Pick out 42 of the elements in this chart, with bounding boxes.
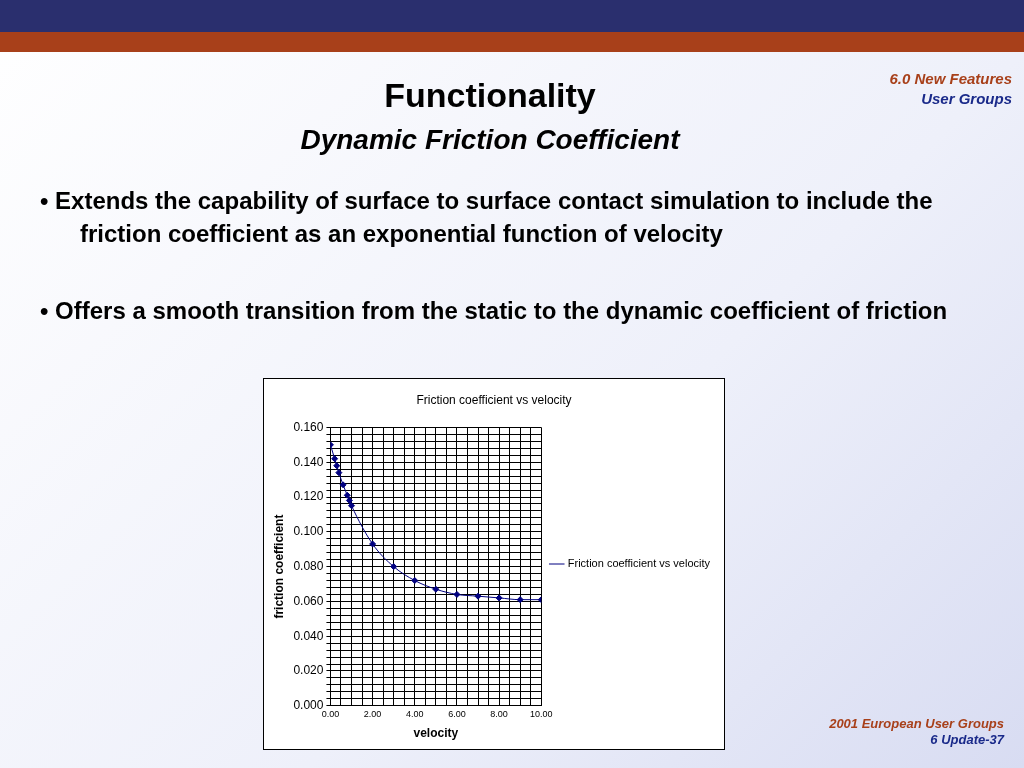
text: • Offers a smooth transition from the static to the dynamic coefficient of friction [40, 296, 949, 326]
point [339, 481, 347, 489]
point [343, 491, 351, 499]
point [369, 540, 377, 548]
y-tick-label: 0.080 [293, 558, 324, 573]
point [335, 469, 343, 477]
point [390, 563, 398, 571]
x-tick-label: 6.00 [448, 708, 466, 719]
point [453, 590, 461, 598]
text: 2001 European User Groups [829, 716, 1004, 731]
text: Dynamic Friction Coefficient [299, 124, 682, 156]
point [333, 462, 341, 470]
x-tick-label: 0.00 [321, 708, 340, 719]
point [331, 455, 339, 463]
x-tick-label: 4.00 [406, 708, 424, 719]
y-tick-label: 0.040 [293, 628, 324, 643]
y-tick-label: 0.120 [293, 489, 324, 504]
point [411, 577, 419, 585]
point [516, 596, 524, 604]
point [348, 502, 356, 510]
y-tick-label: 0.000 [293, 698, 324, 713]
text: Functionality [384, 76, 596, 114]
y-tick-label: 0.020 [293, 663, 324, 678]
y-axis-title: friction coefficient [271, 514, 286, 619]
legend-label: Friction coefficient vs velocity [567, 557, 711, 570]
x-tick-label: 2.00 [363, 708, 382, 719]
text: 6 Update-37 [930, 732, 1004, 747]
point [345, 496, 353, 504]
text: 6.0 New Features [889, 70, 1012, 87]
text: • Extends the capability of surface to surface contact simulation to include the friction coefficient as an exponential function of velocity [40, 186, 934, 249]
point [474, 592, 482, 600]
y-tick-label: 0.100 [293, 524, 324, 539]
y-tick-label: 0.140 [293, 454, 324, 469]
point [432, 585, 440, 593]
x-tick-label: 8.00 [490, 708, 508, 719]
y-tick-label: 0.160 [293, 419, 324, 434]
y-tick-label: 0.060 [293, 593, 324, 608]
x-axis-title: velocity [413, 726, 459, 741]
chart-title: Friction coefficient vs velocity [416, 392, 572, 407]
x-tick-label: 10.00 [530, 708, 553, 719]
point [495, 594, 503, 602]
text: User Groups [921, 90, 1012, 107]
